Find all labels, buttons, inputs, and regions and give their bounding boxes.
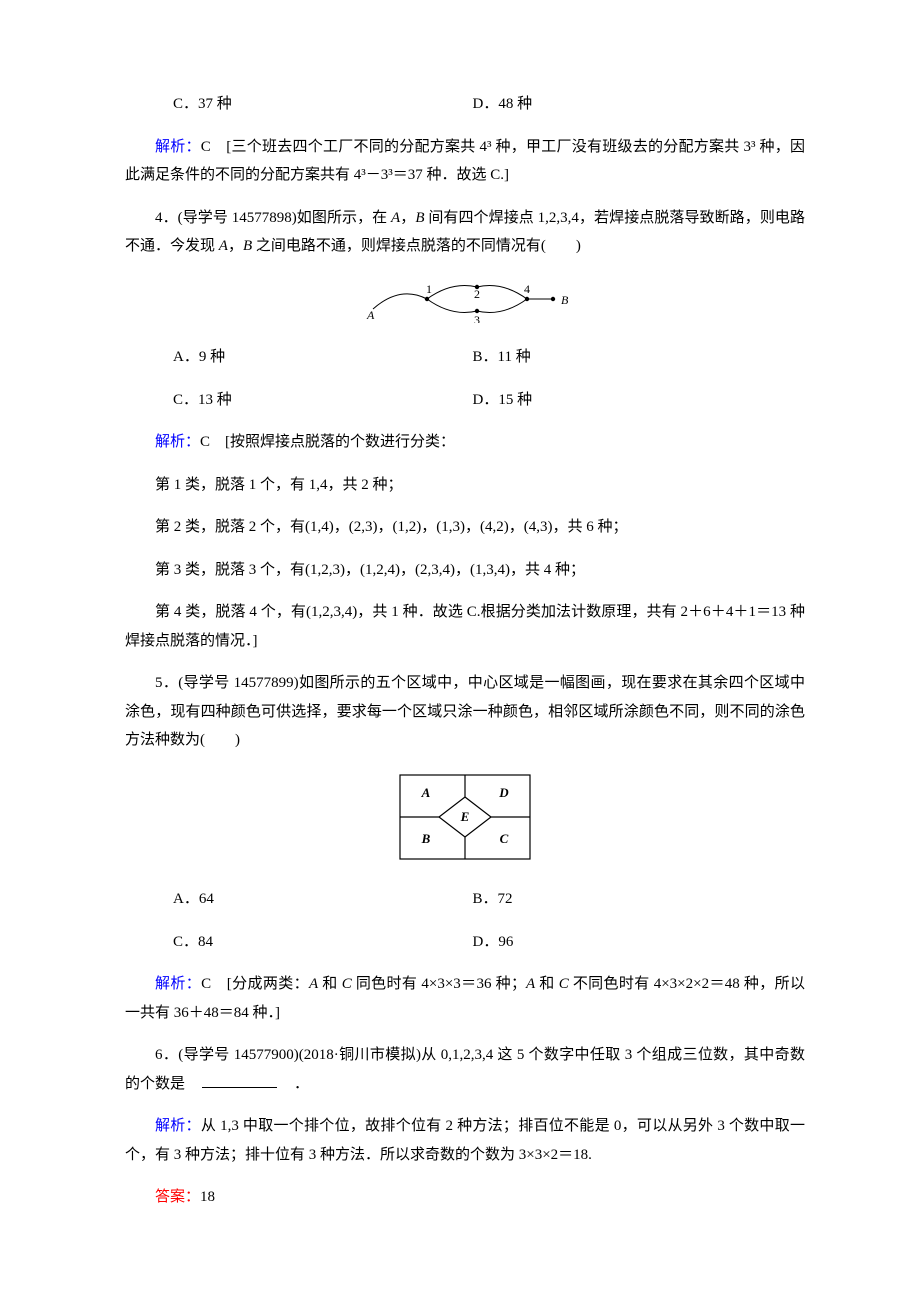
q4-option-a: A．9 种 [125, 343, 465, 372]
svg-text:B: B [561, 293, 569, 307]
q4-analysis-2: 第 1 类，脱落 1 个，有 1,4，共 2 种； [125, 471, 805, 500]
q4-diagram: 1 2 3 4 A B [125, 275, 805, 334]
analysis-label: 解析： [155, 1118, 201, 1134]
q4-circuit-svg: 1 2 3 4 A B [355, 275, 575, 323]
q4-stem-b: ， [400, 210, 415, 226]
q5-a-body-b: 和 [318, 976, 342, 992]
q4-analysis-5: 第 4 类，脱落 4 个，有(1,2,3,4)，共 1 种．故选 C.根据分类加… [125, 598, 805, 655]
q4-options-row2: C．13 种 D．15 种 [125, 386, 805, 415]
svg-text:B: B [421, 831, 431, 846]
svg-text:E: E [460, 809, 470, 824]
q4-stem-a: 4．(导学号 14577898)如图所示，在 [155, 210, 391, 226]
q5-a-body-c: 同色时有 4×3×3＝36 种； [352, 976, 526, 992]
svg-text:A: A [366, 308, 375, 322]
q4-analysis-1: 解析：C [按照焊接点脱落的个数进行分类： [125, 428, 805, 457]
q4-A-italic: A [391, 210, 400, 226]
q3-analysis: 解析：C [三个班去四个工厂不同的分配方案共 4³ 种，甲工厂没有班级去的分配方… [125, 133, 805, 190]
q6-stem: 6．(导学号 14577900)(2018·铜川市模拟)从 0,1,2,3,4 … [125, 1041, 805, 1098]
q6-analysis-body: 从 1,3 中取一个排个位，故排个位有 2 种方法；排百位不能是 0，可以从另外… [125, 1118, 805, 1163]
q4-stem-d: ， [228, 238, 243, 254]
q4-options-row1: A．9 种 B．11 种 [125, 343, 805, 372]
q5-a-body-d: 和 [535, 976, 559, 992]
svg-text:C: C [500, 831, 509, 846]
q6-answer-value: 18 [200, 1189, 215, 1205]
svg-text:3: 3 [474, 313, 480, 323]
svg-text:D: D [498, 785, 509, 800]
q4-B-italic-2: B [243, 238, 252, 254]
q4-B-italic: B [415, 210, 424, 226]
analysis-label: 解析： [155, 434, 200, 450]
q5-A-it2: A [526, 976, 535, 992]
q6-analysis: 解析：从 1,3 中取一个排个位，故排个位有 2 种方法；排百位不能是 0，可以… [125, 1112, 805, 1169]
q5-analysis-choice: C [201, 976, 211, 992]
q5-analysis: 解析：C [分成两类：A 和 C 同色时有 4×3×3＝36 种；A 和 C 不… [125, 970, 805, 1027]
q4-option-b: B．11 种 [465, 343, 805, 372]
svg-text:4: 4 [524, 282, 530, 296]
q5-option-d: D．96 [465, 928, 805, 957]
q4-option-c: C．13 种 [125, 386, 465, 415]
answer-label: 答案： [155, 1189, 200, 1205]
q5-option-c: C．84 [125, 928, 465, 957]
q5-regions-svg: A B C D E [390, 769, 540, 865]
q5-C-it2: C [559, 976, 569, 992]
q6-stem-tail: ． [279, 1076, 309, 1092]
q5-option-a: A．64 [125, 885, 465, 914]
q6-blank [202, 1073, 277, 1088]
q4-analysis-3: 第 2 类，脱落 2 个，有(1,4)，(2,3)，(1,2)，(1,3)，(4… [125, 513, 805, 542]
q3-option-d: D．48 种 [465, 90, 805, 119]
q5-C-it: C [342, 976, 352, 992]
analysis-label: 解析： [155, 139, 201, 155]
q4-option-d: D．15 种 [465, 386, 805, 415]
q4-analysis-l1: [按照焊接点脱落的个数进行分类： [210, 434, 455, 450]
q4-stem-e: 之间电路不通，则焊接点脱落的不同情况有( ) [252, 238, 581, 254]
q4-analysis-choice: C [200, 434, 210, 450]
q3-option-c: C．37 种 [125, 90, 465, 119]
q5-a-body-a: [分成两类： [211, 976, 309, 992]
q5-diagram: A B C D E [125, 769, 805, 876]
q5-stem: 5．(导学号 14577899)如图所示的五个区域中，中心区域是一幅图画，现在要… [125, 669, 805, 755]
q3-analysis-body: [三个班去四个工厂不同的分配方案共 4³ 种，甲工厂没有班级去的分配方案共 3³… [125, 139, 805, 184]
q4-A-italic-2: A [219, 238, 228, 254]
svg-text:A: A [421, 785, 431, 800]
q5-option-b: B．72 [465, 885, 805, 914]
q5-A-it: A [309, 976, 318, 992]
analysis-label: 解析： [155, 976, 201, 992]
q6-answer: 答案：18 [125, 1183, 805, 1212]
q4-stem: 4．(导学号 14577898)如图所示，在 A，B 间有四个焊接点 1,2,3… [125, 204, 805, 261]
q5-options-row1: A．64 B．72 [125, 885, 805, 914]
svg-text:2: 2 [474, 287, 480, 301]
svg-text:1: 1 [426, 282, 432, 296]
q4-analysis-4: 第 3 类，脱落 3 个，有(1,2,3)，(1,2,4)，(2,3,4)，(1… [125, 556, 805, 585]
q3-analysis-choice: C [201, 139, 211, 155]
q5-options-row2: C．84 D．96 [125, 928, 805, 957]
q3-options-row2: C．37 种 D．48 种 [125, 90, 805, 119]
